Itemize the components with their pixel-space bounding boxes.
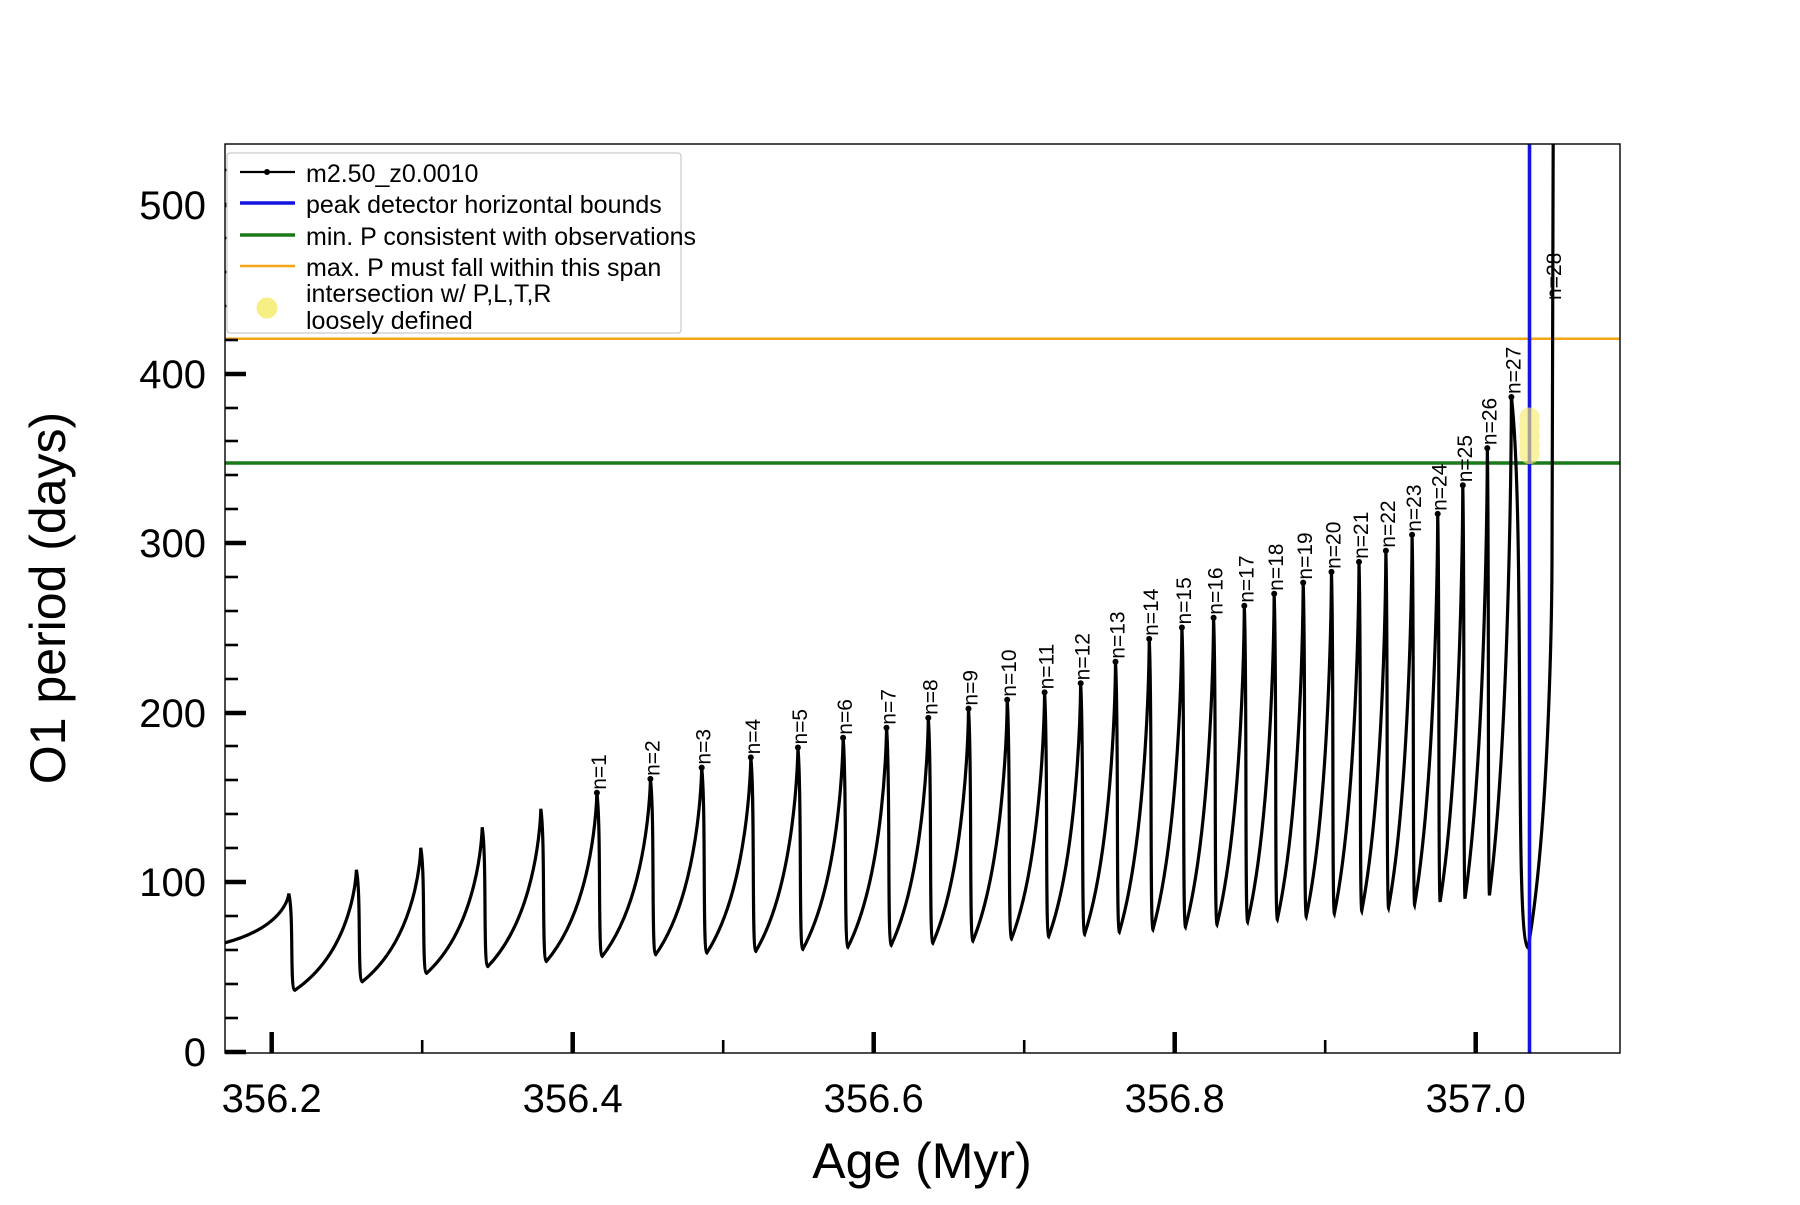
svg-text:n=5: n=5 xyxy=(789,709,812,745)
svg-text:n=12: n=12 xyxy=(1072,633,1095,680)
svg-text:m2.50_z0.0010: m2.50_z0.0010 xyxy=(306,160,478,188)
svg-text:400: 400 xyxy=(139,353,206,397)
svg-text:n=19: n=19 xyxy=(1294,532,1317,579)
svg-text:n=6: n=6 xyxy=(834,699,857,735)
svg-text:356.6: 356.6 xyxy=(824,1077,924,1121)
svg-text:min. P consistent with observa: min. P consistent with observations xyxy=(306,223,696,251)
svg-text:100: 100 xyxy=(139,861,206,905)
svg-text:n=27: n=27 xyxy=(1502,347,1525,394)
svg-text:n=22: n=22 xyxy=(1377,500,1400,547)
svg-text:n=8: n=8 xyxy=(919,679,942,715)
svg-text:n=2: n=2 xyxy=(641,740,664,776)
svg-text:356.2: 356.2 xyxy=(222,1077,322,1121)
svg-text:n=25: n=25 xyxy=(1454,435,1477,482)
svg-text:n=28: n=28 xyxy=(1543,253,1566,300)
svg-text:n=16: n=16 xyxy=(1205,567,1228,614)
svg-text:n=23: n=23 xyxy=(1403,484,1426,531)
svg-text:max. P must fall within this s: max. P must fall within this span xyxy=(306,254,661,282)
svg-text:500: 500 xyxy=(139,184,206,228)
svg-text:356.8: 356.8 xyxy=(1125,1077,1225,1121)
svg-text:356.4: 356.4 xyxy=(523,1077,623,1121)
svg-text:n=14: n=14 xyxy=(1140,588,1163,636)
svg-text:n=15: n=15 xyxy=(1173,577,1196,624)
svg-text:n=7: n=7 xyxy=(878,689,901,725)
svg-text:n=21: n=21 xyxy=(1350,512,1373,559)
svg-text:200: 200 xyxy=(139,692,206,736)
svg-text:n=11: n=11 xyxy=(1036,644,1059,690)
svg-text:n=1: n=1 xyxy=(588,754,611,790)
svg-text:O1 period (days): O1 period (days) xyxy=(20,412,76,784)
svg-text:300: 300 xyxy=(139,522,206,566)
svg-text:0: 0 xyxy=(184,1031,206,1075)
svg-text:n=10: n=10 xyxy=(998,649,1021,696)
svg-text:n=20: n=20 xyxy=(1323,522,1346,569)
svg-text:n=17: n=17 xyxy=(1235,555,1258,602)
svg-text:n=24: n=24 xyxy=(1429,463,1452,511)
svg-text:n=18: n=18 xyxy=(1265,543,1288,590)
svg-text:peak detector horizontal bound: peak detector horizontal bounds xyxy=(306,191,662,219)
svg-text:n=3: n=3 xyxy=(693,729,716,765)
svg-text:loosely defined: loosely defined xyxy=(306,307,473,335)
svg-text:n=9: n=9 xyxy=(960,670,983,706)
svg-text:357.0: 357.0 xyxy=(1426,1077,1526,1121)
svg-text:n=4: n=4 xyxy=(742,718,765,754)
svg-text:n=13: n=13 xyxy=(1107,611,1130,658)
svg-text:intersection w/ P,L,T,R: intersection w/ P,L,T,R xyxy=(306,280,551,308)
svg-text:n=26: n=26 xyxy=(1478,398,1501,445)
svg-text:Age (Myr): Age (Myr) xyxy=(812,1133,1031,1189)
